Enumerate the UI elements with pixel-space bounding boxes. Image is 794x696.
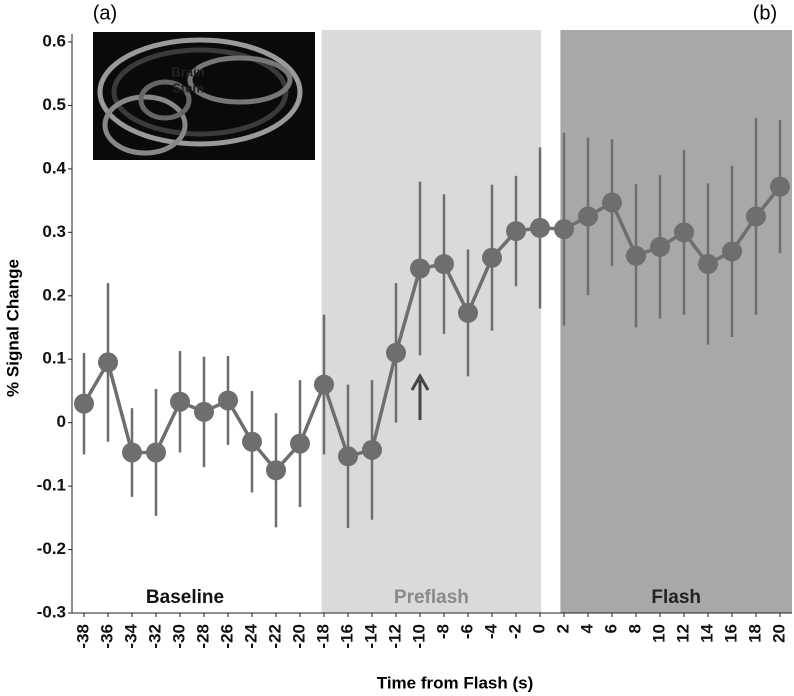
data-point	[338, 446, 358, 467]
y-tick-label: 0.4	[42, 158, 66, 177]
x-tick-label: -4	[481, 623, 500, 639]
x-tick-label: 8	[625, 624, 644, 633]
data-point	[434, 254, 454, 275]
data-point	[578, 206, 598, 227]
data-point	[530, 217, 550, 238]
x-tick-label: -18	[313, 624, 332, 649]
data-point	[722, 241, 742, 262]
x-tick-label: -38	[73, 624, 92, 649]
phase-label: Preflash	[394, 587, 469, 608]
y-axis-label: % Signal Change	[3, 259, 22, 397]
data-point	[242, 431, 262, 452]
arrow-head	[410, 372, 430, 391]
x-tick-label: -36	[97, 624, 116, 649]
phase-region	[560, 30, 792, 613]
x-axis-label: Time from Flash (s)	[377, 673, 534, 692]
data-point	[410, 258, 430, 279]
y-tick-label: 0.1	[42, 349, 66, 368]
x-tick-label: 0	[529, 624, 548, 633]
data-point	[74, 393, 94, 414]
phase-region	[321, 30, 542, 613]
data-point	[266, 460, 286, 481]
x-tick-label: -30	[169, 624, 188, 649]
y-tick-label: -0.1	[37, 476, 66, 495]
inset-shape	[138, 79, 192, 121]
x-tick-label: 16	[721, 624, 740, 643]
y-tick-label: 0	[57, 412, 66, 431]
x-tick-label: 10	[649, 624, 668, 643]
panel-label: (a)	[93, 2, 117, 24]
data-point	[146, 442, 166, 463]
data-point	[602, 192, 622, 213]
data-point	[122, 442, 142, 463]
x-tick-label: -8	[433, 624, 452, 639]
x-tick-label: -32	[145, 624, 164, 649]
data-point	[290, 433, 310, 454]
data-point	[362, 439, 382, 460]
data-point	[170, 391, 190, 412]
data-point	[194, 401, 214, 422]
inset-shape	[187, 55, 293, 105]
phase-label: Baseline	[146, 587, 224, 608]
x-tick-label: -12	[385, 624, 404, 649]
inset-shape	[97, 37, 303, 147]
data-point	[482, 247, 502, 268]
y-tick-label: 0.3	[42, 222, 66, 241]
x-tick-label: -10	[409, 624, 428, 649]
x-tick-label: 14	[697, 623, 716, 642]
data-point	[314, 374, 334, 395]
y-tick-label: -0.2	[37, 539, 66, 558]
data-point	[386, 342, 406, 363]
data-point	[626, 245, 646, 266]
x-tick-label: -22	[265, 624, 284, 649]
data-point	[458, 302, 478, 323]
x-tick-label: 4	[577, 623, 596, 633]
y-tick-label: 0.2	[42, 285, 66, 304]
x-tick-label: 20	[769, 624, 788, 643]
data-point	[650, 236, 670, 257]
x-tick-label: -2	[505, 624, 524, 639]
data-point	[554, 219, 574, 240]
x-tick-label: 12	[673, 624, 692, 643]
inset-label: Brain	[171, 64, 204, 79]
x-tick-label: -28	[193, 624, 212, 649]
data-point	[98, 352, 118, 373]
x-tick-label: -20	[289, 624, 308, 649]
data-point	[746, 206, 766, 227]
data-point	[506, 221, 526, 242]
x-tick-label: 2	[553, 624, 572, 633]
y-tick-label: 0.5	[42, 95, 66, 114]
x-tick-label: -34	[121, 623, 140, 648]
x-tick-label: -6	[457, 624, 476, 639]
data-point	[218, 390, 238, 411]
data-point	[698, 254, 718, 275]
x-tick-label: -24	[241, 623, 260, 648]
x-tick-label: -14	[361, 623, 380, 648]
data-point	[674, 222, 694, 243]
inset-label: Stem	[172, 80, 204, 95]
inset-shape	[102, 94, 188, 156]
x-tick-label: 6	[601, 624, 620, 633]
panel-label: (b)	[753, 2, 777, 24]
x-tick-label: -16	[337, 624, 356, 649]
y-tick-label: 0.6	[42, 31, 66, 50]
data-point	[770, 176, 790, 197]
x-tick-label: -26	[217, 624, 236, 649]
x-tick-label: 18	[745, 624, 764, 643]
phase-label: Flash	[651, 587, 701, 608]
y-tick-label: -0.3	[37, 602, 66, 621]
